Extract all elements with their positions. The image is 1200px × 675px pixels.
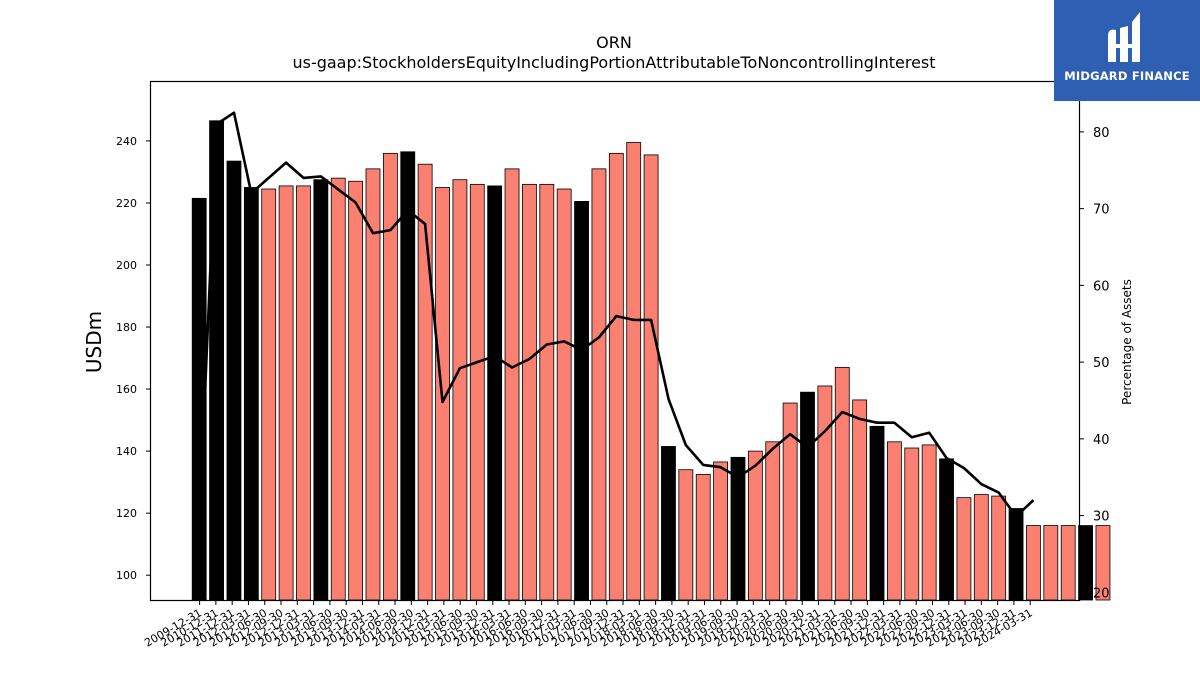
- plot-frame: [149, 80, 1081, 602]
- bar: [800, 391, 815, 601]
- bar: [556, 188, 572, 601]
- y-tick-label: 220: [116, 197, 137, 210]
- bar: [973, 494, 989, 601]
- bar: [730, 456, 746, 601]
- bar: [1026, 525, 1041, 601]
- bar: [852, 399, 868, 601]
- bar: [678, 469, 694, 601]
- bar: [869, 425, 885, 601]
- y-tick-label: 200: [116, 259, 137, 272]
- brand-name: MIDGARD FINANCE: [1064, 69, 1190, 83]
- brand-logo: MIDGARD FINANCE: [1054, 0, 1200, 101]
- y-tick-label: 120: [116, 507, 137, 520]
- bar: [817, 385, 833, 601]
- y2-tick-label: 30: [1093, 510, 1110, 525]
- bar: [504, 168, 520, 601]
- y-tick-label: 140: [116, 445, 137, 458]
- y2-tick-label: 50: [1093, 356, 1110, 371]
- bar: [1043, 525, 1059, 601]
- bar: [574, 201, 589, 601]
- bar-group: [191, 120, 1111, 601]
- bar: [296, 185, 311, 601]
- bar: [348, 180, 364, 601]
- bar: [991, 495, 1007, 601]
- y-axis-left: 100 120 140 160 180 200 220 240: [116, 135, 151, 582]
- y-tick-label: 240: [116, 135, 137, 148]
- bar: [921, 444, 937, 601]
- bar: [1078, 525, 1093, 601]
- y2-tick-label: 80: [1093, 126, 1110, 141]
- bar: [313, 179, 329, 601]
- bar: [1060, 525, 1076, 601]
- line-series: [197, 111, 1035, 528]
- bar: [539, 183, 555, 601]
- bar: [956, 497, 972, 601]
- y-axis-right: 20 30 40 50 60 70 80: [1079, 126, 1110, 601]
- y2-tick-label: 70: [1093, 203, 1110, 218]
- bar: [782, 402, 798, 601]
- bar: [608, 152, 624, 601]
- bar: [278, 185, 294, 601]
- bar: [226, 160, 242, 601]
- bar: [243, 187, 259, 601]
- bar: [452, 179, 468, 601]
- bar: [522, 183, 537, 601]
- bar: [713, 461, 728, 601]
- logo-mark-icon: [1108, 12, 1140, 63]
- chart-subtitle: us-gaap:StockholdersEquityIncludingPorti…: [292, 53, 935, 72]
- bar: [661, 446, 676, 601]
- chart-title: ORN: [596, 33, 632, 52]
- y2-axis-label: Percentage of Assets: [1120, 279, 1134, 405]
- bar: [382, 152, 398, 601]
- bar: [695, 473, 711, 601]
- y-tick-label: 100: [116, 569, 137, 582]
- bar: [904, 447, 920, 601]
- bar: [747, 450, 763, 601]
- bar: [469, 183, 485, 601]
- bar: [626, 142, 642, 601]
- y-tick-label: 180: [116, 321, 137, 334]
- bar: [834, 366, 850, 601]
- bar: [1095, 525, 1111, 601]
- x-axis: 2009-12-312010-12-312011-12-312012-03-31…: [142, 600, 1035, 650]
- y-tick-label: 160: [116, 383, 137, 396]
- bar: [330, 177, 346, 601]
- bar: [400, 151, 416, 601]
- bar: [487, 185, 503, 601]
- bar: [1008, 508, 1024, 601]
- y2-tick-label: 60: [1093, 279, 1110, 294]
- line-series-group: [197, 111, 1035, 528]
- y-axis-label: USDm: [82, 311, 106, 373]
- bar: [643, 154, 659, 601]
- y2-tick-label: 20: [1093, 586, 1110, 601]
- bar: [591, 168, 607, 601]
- bar: [765, 441, 781, 601]
- bar: [261, 188, 277, 601]
- bar: [939, 458, 954, 601]
- bar: [887, 441, 902, 601]
- bar: [209, 120, 224, 601]
- y2-tick-label: 40: [1093, 433, 1110, 448]
